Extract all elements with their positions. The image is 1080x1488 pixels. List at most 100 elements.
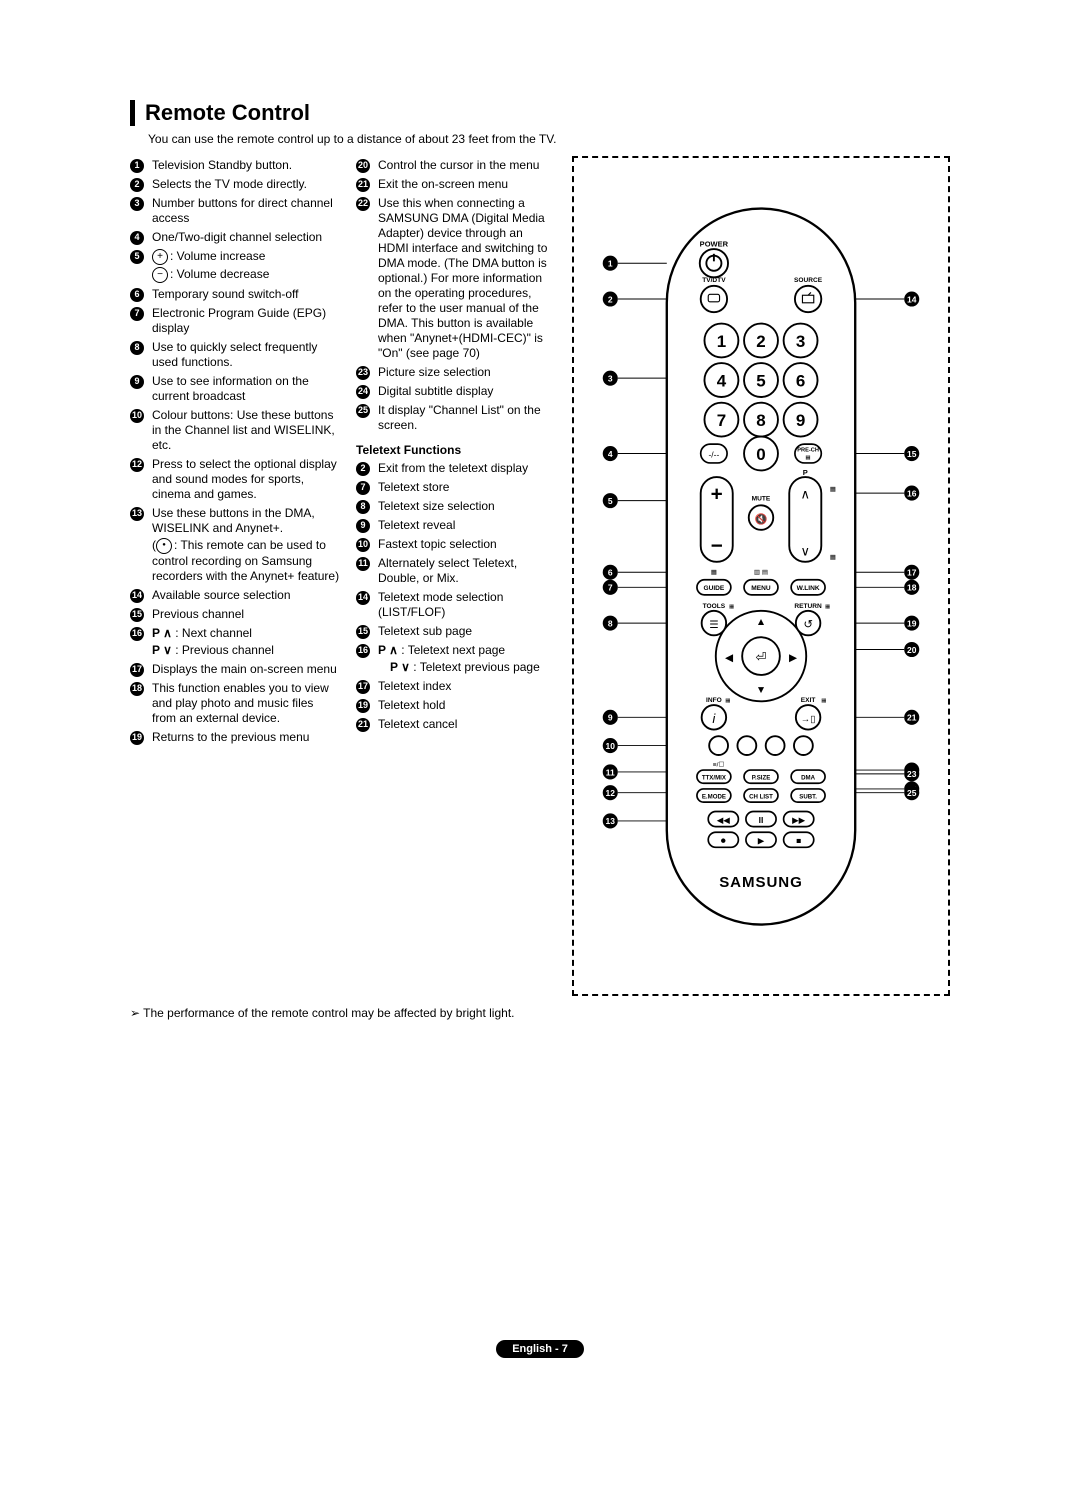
list-item: P ∧ : Teletext next pageP ∨ : Teletext p… — [356, 641, 556, 677]
svg-text:6: 6 — [796, 372, 805, 391]
label-return: RETURN — [794, 603, 822, 610]
list-item: Television Standby button. — [130, 156, 340, 175]
svg-text:▦: ▦ — [830, 486, 836, 493]
label-dma: DMA — [801, 774, 816, 781]
teletext-heading: Teletext Functions — [356, 443, 556, 457]
svg-text:▦: ▦ — [729, 604, 735, 610]
list-item: Teletext size selection — [356, 497, 556, 516]
label-guide: GUIDE — [703, 585, 724, 592]
list-item: Teletext reveal — [356, 516, 556, 535]
svg-text:1: 1 — [608, 259, 613, 269]
label-tvdtv: TV/DTV — [702, 277, 726, 284]
svg-text:→▯: →▯ — [801, 713, 816, 724]
list-item: This function enables you to view and pl… — [130, 679, 340, 728]
list-item: One/Two-digit channel selection — [130, 228, 340, 247]
label-prech: PRE-CH — [797, 448, 819, 454]
svg-text:1: 1 — [717, 332, 726, 351]
svg-text:5: 5 — [608, 496, 613, 506]
label-subt: SUBT. — [799, 793, 817, 800]
list-item: Digital subtitle display — [356, 382, 556, 401]
svg-text:■: ■ — [796, 836, 801, 846]
svg-text:▲: ▲ — [756, 617, 766, 628]
svg-text:3: 3 — [608, 373, 613, 383]
list-item: Use this when connecting a SAMSUNG DMA (… — [356, 194, 556, 363]
list-item: +: Volume increase−: Volume decrease — [130, 247, 340, 285]
svg-text:▦: ▦ — [725, 698, 731, 704]
svg-text:▶▶: ▶▶ — [792, 815, 806, 825]
svg-text:4: 4 — [608, 449, 613, 459]
svg-text:20: 20 — [907, 645, 917, 655]
svg-text:▦: ▦ — [711, 569, 717, 576]
label-source: SOURCE — [794, 277, 823, 284]
label-ttx: TTX/MIX — [702, 774, 727, 781]
svg-text:18: 18 — [907, 583, 917, 593]
svg-text:▥ ▤: ▥ ▤ — [754, 569, 768, 576]
svg-text:23: 23 — [907, 769, 917, 779]
list-item: P ∧ : Next channelP ∨ : Previous channel — [130, 624, 340, 660]
list-item: It display "Channel List" on the screen. — [356, 401, 556, 435]
svg-text:▶: ▶ — [758, 836, 765, 846]
svg-text:6: 6 — [608, 568, 613, 578]
list-item: Displays the main on-screen menu — [130, 660, 340, 679]
list-item: Previous channel — [130, 605, 340, 624]
svg-text:15: 15 — [907, 449, 917, 459]
svg-text:↺: ↺ — [803, 619, 812, 631]
list-item: Returns to the previous menu — [130, 728, 340, 747]
brand-label: SAMSUNG — [719, 874, 803, 891]
label-chlist: CH LIST — [749, 793, 773, 800]
svg-text:◀: ◀ — [725, 653, 733, 664]
list-item: Picture size selection — [356, 363, 556, 382]
list-item: Exit the on-screen menu — [356, 175, 556, 194]
svg-text:▦: ▦ — [830, 554, 836, 561]
svg-text:▦: ▦ — [805, 455, 811, 461]
list-item: Use to see information on the current br… — [130, 372, 340, 406]
svg-text:9: 9 — [796, 411, 805, 430]
list-item: Exit from the teletext display — [356, 459, 556, 478]
svg-text:▼: ▼ — [756, 685, 766, 696]
label-psize: P.SIZE — [752, 774, 771, 781]
svg-text:∨: ∨ — [800, 543, 810, 558]
svg-text:21: 21 — [907, 713, 917, 723]
list-item: Number buttons for direct channel access — [130, 194, 340, 228]
svg-text:▦: ▦ — [825, 604, 831, 610]
svg-text:3: 3 — [796, 332, 805, 351]
list-item: Use these buttons in the DMA, WISELINK a… — [130, 504, 340, 586]
svg-text:−: − — [711, 534, 723, 557]
list-item: Temporary sound switch-off — [130, 285, 340, 304]
list-item: Electronic Program Guide (EPG) display — [130, 304, 340, 338]
intro-text: You can use the remote control up to a d… — [148, 132, 950, 146]
list-item: Teletext hold — [356, 696, 556, 715]
list-item: Available source selection — [130, 586, 340, 605]
svg-text:▦: ▦ — [821, 698, 827, 704]
svg-text:12: 12 — [606, 788, 616, 798]
svg-text:13: 13 — [606, 816, 616, 826]
svg-text:2: 2 — [756, 332, 765, 351]
svg-text:25: 25 — [907, 788, 917, 798]
svg-text:7: 7 — [717, 411, 726, 430]
svg-text:9: 9 — [608, 713, 613, 723]
label-menu: MENU — [751, 585, 771, 592]
svg-text:▶: ▶ — [789, 653, 797, 664]
list-item: Fastext topic selection — [356, 535, 556, 554]
label-power: POWER — [700, 239, 729, 248]
page-footer: English - 7 — [496, 1340, 584, 1358]
svg-text:◀◀: ◀◀ — [717, 815, 731, 825]
label-digitsep: -/-- — [708, 449, 719, 459]
column-2: Control the cursor in the menuExit the o… — [356, 156, 572, 734]
svg-text:8: 8 — [608, 618, 613, 628]
svg-text:19: 19 — [907, 618, 917, 628]
svg-text:2: 2 — [608, 294, 613, 304]
label-info: INFO — [706, 697, 722, 704]
svg-text:11: 11 — [606, 767, 615, 777]
label-tools: TOOLS — [703, 603, 726, 610]
list-item: Teletext mode selection (LIST/FLOF) — [356, 588, 556, 622]
svg-text:8: 8 — [756, 411, 765, 430]
list-item: Teletext sub page — [356, 622, 556, 641]
list-item: Selects the TV mode directly. — [130, 175, 340, 194]
list-item: Control the cursor in the menu — [356, 156, 556, 175]
svg-text:16: 16 — [907, 488, 917, 498]
label-emode: E.MODE — [702, 793, 726, 800]
label-exit: EXIT — [801, 697, 816, 704]
list-item: Colour buttons: Use these buttons in the… — [130, 406, 340, 455]
list-item: Press to select the optional display and… — [130, 455, 340, 504]
